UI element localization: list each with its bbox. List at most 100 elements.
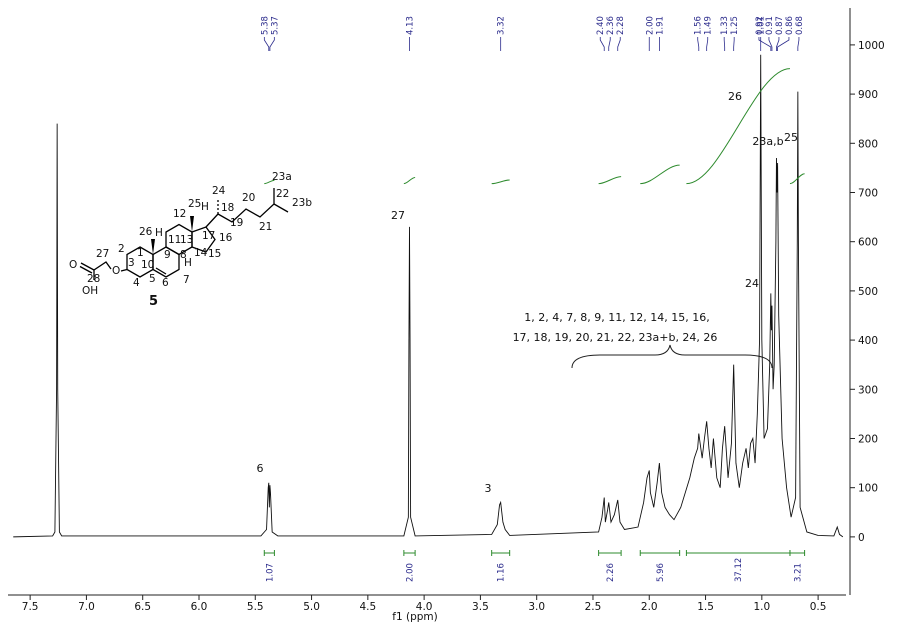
shift-connector — [776, 37, 780, 51]
shift-label: 1.49 — [704, 16, 714, 35]
shift-connector — [697, 37, 700, 51]
x-tick-label: 3.0 — [528, 601, 545, 613]
ester — [93, 261, 112, 280]
y-tick-label: 200 — [858, 433, 878, 445]
peak-label: 27 — [391, 209, 405, 222]
atom-label: 23a — [272, 171, 292, 183]
x-tick-label: 2.0 — [641, 601, 658, 613]
bond — [79, 265, 93, 274]
atom-label: 8 — [180, 249, 187, 261]
y-tick-label: 300 — [858, 384, 878, 396]
atom-label: 28 — [87, 273, 100, 285]
atom-label: H — [201, 201, 209, 213]
atom-label: 23b — [292, 197, 312, 209]
wedge — [190, 216, 194, 232]
x-tick-label: 7.5 — [22, 601, 39, 613]
y-tick-label: 900 — [858, 89, 878, 101]
atom-label: 20 — [242, 192, 255, 204]
peak-label: 23a,b — [752, 135, 783, 148]
atom-label: 26 — [139, 226, 153, 238]
shift-label: 0.92 — [755, 16, 765, 35]
x-tick-label: 5.5 — [247, 601, 264, 613]
shift-label: 0.68 — [795, 16, 805, 35]
atom-label: H — [155, 227, 163, 239]
shift-connector — [269, 37, 275, 51]
shift-connector — [617, 37, 621, 51]
peak-label: 25 — [784, 131, 798, 144]
y-tick-label: 700 — [858, 187, 878, 199]
y-tick-label: 600 — [858, 237, 878, 249]
integral-curve — [491, 179, 510, 185]
x-tick-label: 0.5 — [810, 601, 827, 613]
atom-label: 19 — [230, 217, 243, 229]
x-tick-label: 1.0 — [753, 601, 770, 613]
brace — [571, 344, 773, 369]
integral-curve — [264, 179, 275, 185]
x-axis-label: f1 (ppm) — [392, 611, 437, 623]
integral-label: 1.07 — [265, 563, 275, 582]
y-tick-label: 0 — [858, 532, 865, 544]
atom-label: 27 — [96, 248, 109, 260]
shift-label: 1.91 — [655, 16, 665, 35]
shift-label: 1.33 — [720, 16, 730, 35]
atom-label: 6 — [162, 277, 169, 289]
atom-label: 5 — [149, 273, 156, 285]
y-tick-label: 400 — [858, 335, 878, 347]
x-tick-label: 6.0 — [191, 601, 208, 613]
atom-label: 17 — [202, 230, 215, 242]
atom-label: OH — [82, 285, 98, 297]
atom-label: 21 — [259, 221, 272, 233]
shift-label: 1.01 — [757, 16, 767, 35]
integral-label: 2.00 — [405, 563, 415, 582]
shift-connector — [599, 37, 605, 51]
y-tick-label: 800 — [858, 138, 878, 150]
atom-label: 3 — [128, 257, 135, 269]
x-tick-label: 2.5 — [585, 601, 602, 613]
atom-label: 14 — [194, 247, 208, 259]
shift-label: 5.37 — [270, 16, 280, 35]
shift-label: 1.56 — [694, 16, 704, 35]
bond — [80, 262, 95, 271]
x-tick-label: 4.0 — [416, 601, 433, 613]
shift-connector — [758, 37, 772, 51]
atom-label: 1 — [137, 247, 144, 259]
shift-label: 0.87 — [775, 16, 785, 35]
integral-curve — [403, 176, 416, 185]
integral-curve — [789, 173, 805, 185]
x-tick-label: 7.0 — [78, 601, 95, 613]
shift-label: 0.86 — [785, 16, 795, 35]
wedge — [151, 239, 155, 255]
integral-label: 37.12 — [734, 558, 744, 582]
compound-number: 5 — [149, 294, 158, 309]
peak-label: 6 — [257, 462, 264, 475]
atom-label: 22 — [276, 188, 289, 200]
peak-label: 24 — [745, 277, 759, 290]
molecule — [79, 188, 289, 280]
atom-label: O — [69, 259, 77, 271]
x-tick-label: 5.0 — [303, 601, 320, 613]
shift-label: 2.36 — [606, 16, 616, 35]
bond — [273, 203, 289, 213]
atom-label: 11 — [168, 234, 181, 246]
atom-label: 13 — [180, 234, 193, 246]
shift-connector — [777, 37, 790, 51]
atom-label: 25 — [188, 198, 201, 210]
x-tick-label: 4.5 — [359, 601, 376, 613]
atom-label: 10 — [141, 259, 154, 271]
integral-label: 1.16 — [497, 563, 507, 582]
atom-label: 24 — [212, 185, 226, 197]
shift-label: 0.91 — [765, 16, 775, 35]
atom-label: 4 — [133, 277, 140, 289]
shift-label: 5.38 — [260, 16, 270, 35]
shift-label: 2.40 — [596, 16, 606, 35]
shift-label: 4.13 — [405, 16, 415, 35]
shift-connector — [263, 37, 270, 51]
atom-label: 12 — [173, 208, 186, 220]
ring-d — [191, 226, 216, 253]
bond — [120, 268, 128, 272]
atom-label: 16 — [219, 232, 233, 244]
peak-label: 3 — [485, 482, 492, 495]
y-tick-label: 100 — [858, 483, 878, 495]
integral-curve — [640, 164, 680, 185]
